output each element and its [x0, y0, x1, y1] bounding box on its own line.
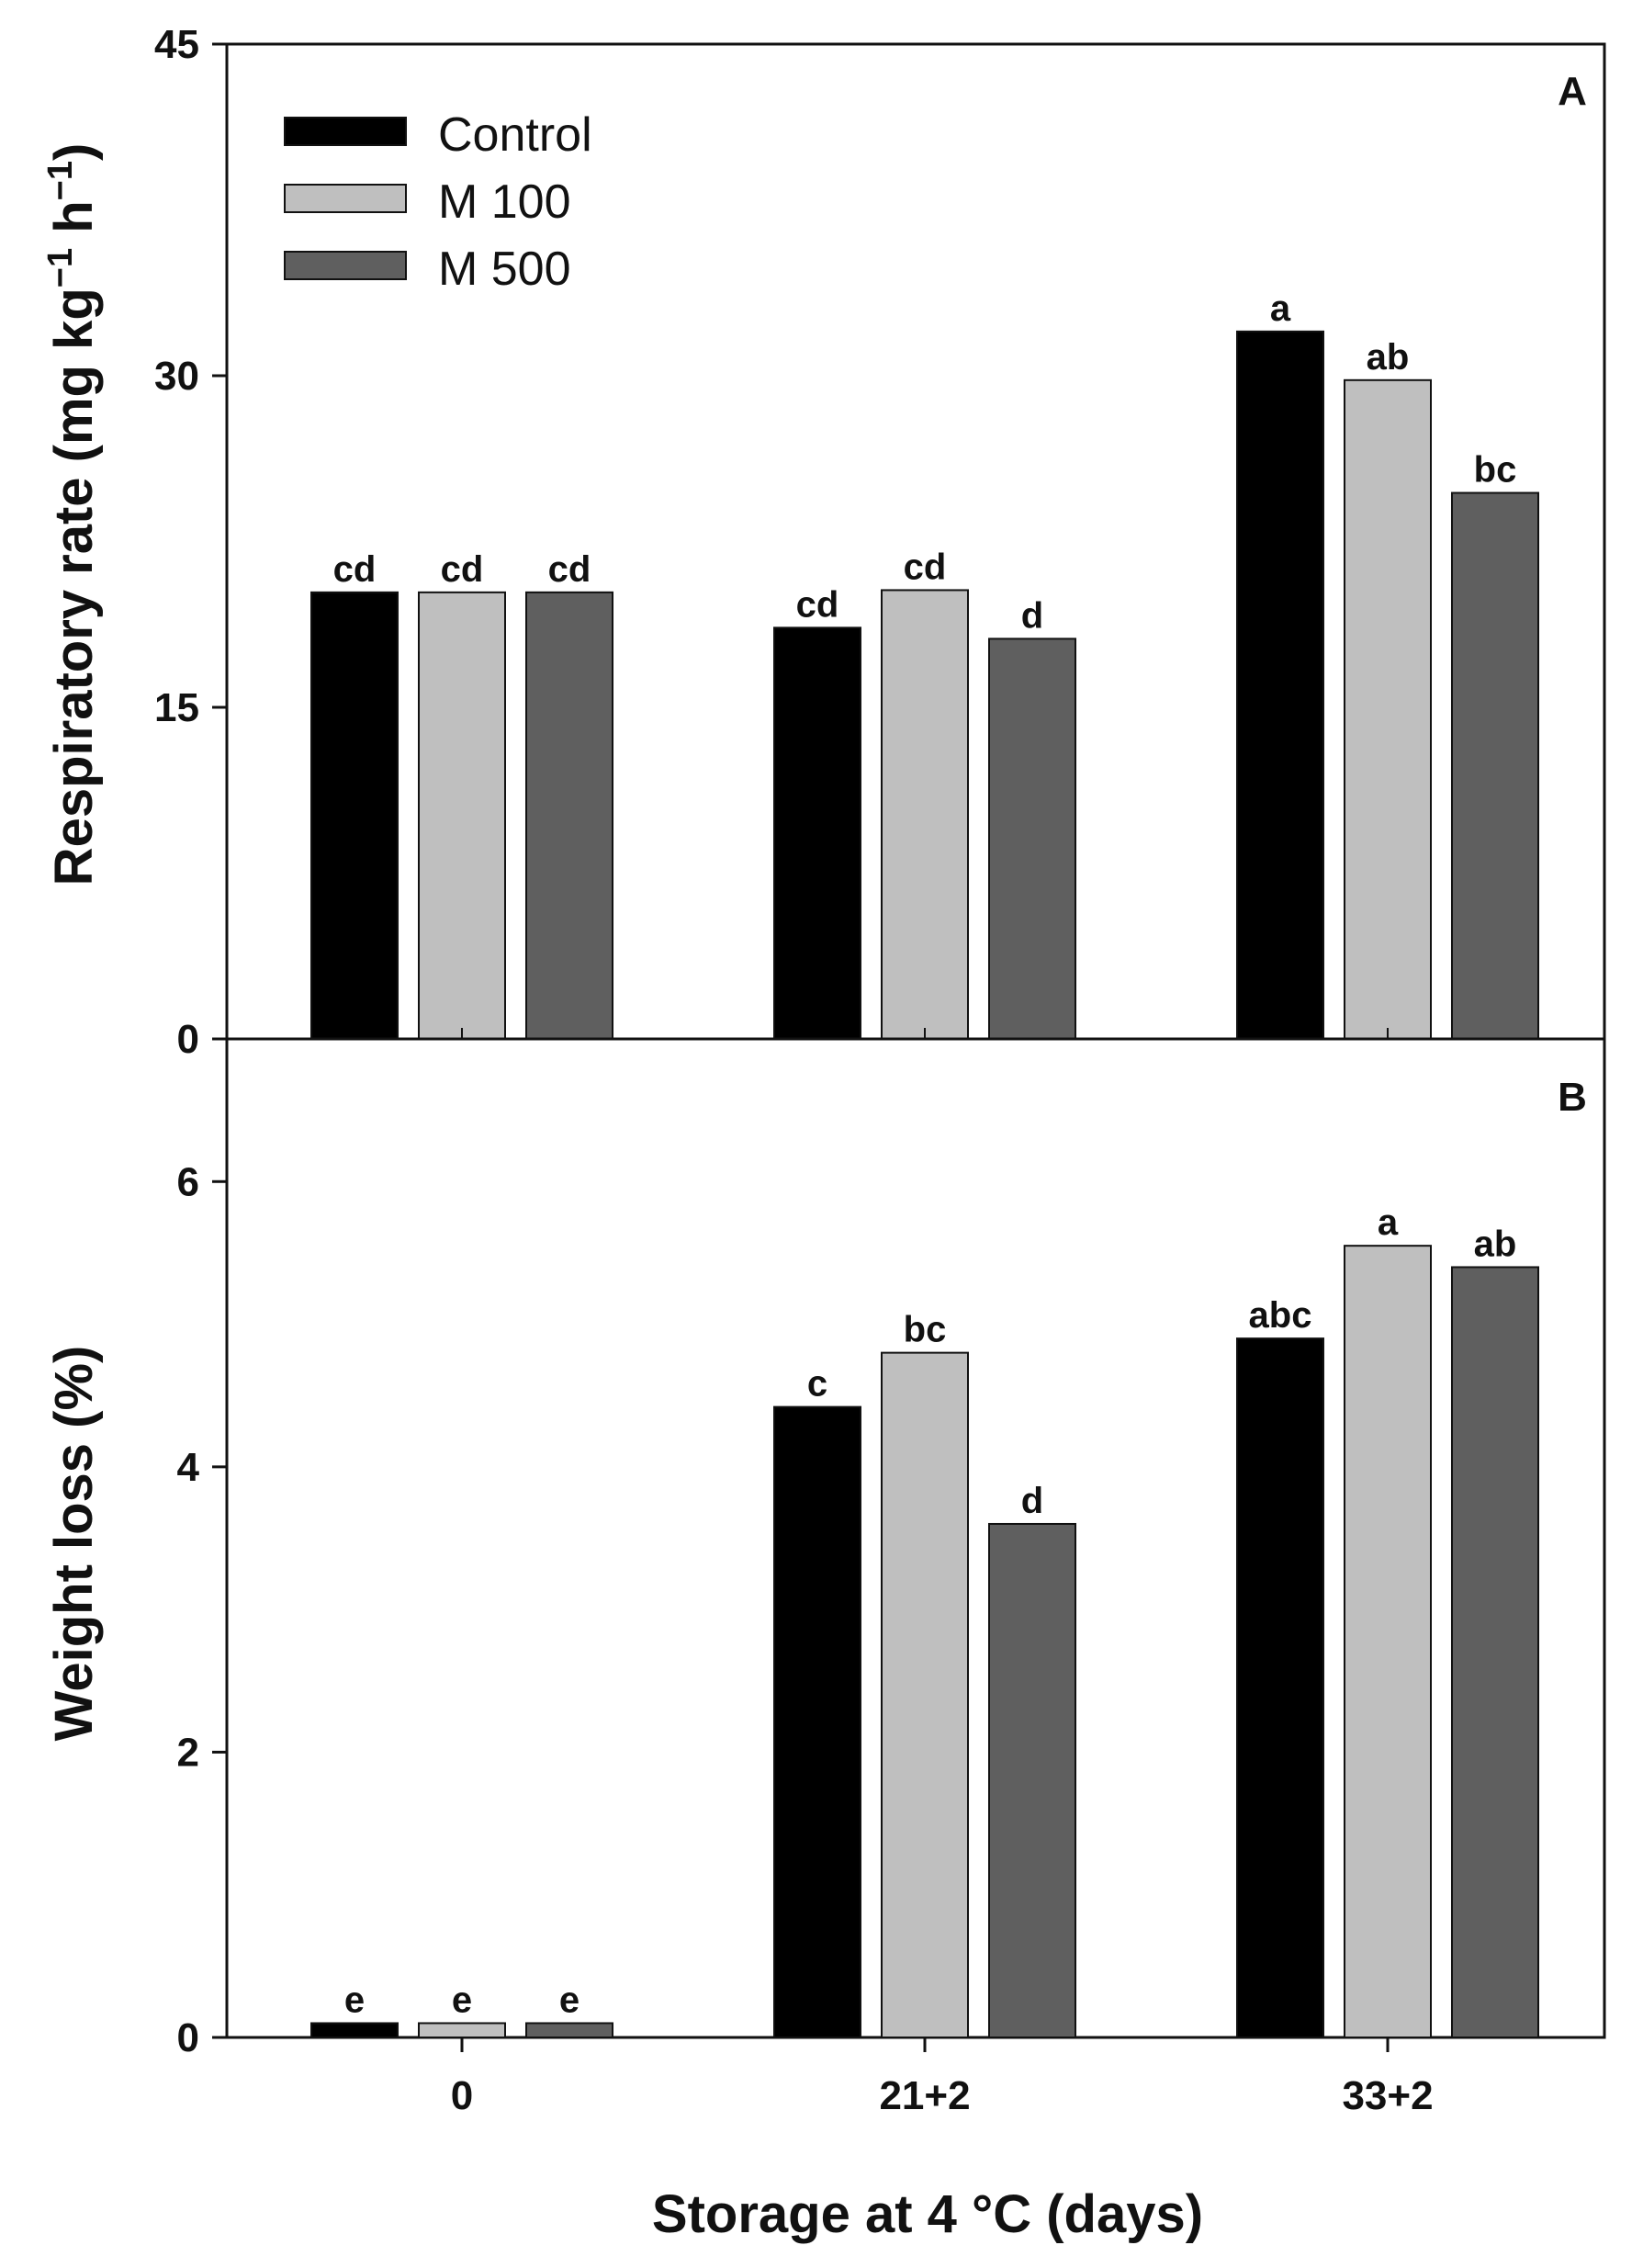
- y-title-mid: h: [44, 200, 104, 248]
- bar-control: [310, 591, 399, 1040]
- x-tick-label: 33+2: [1342, 2073, 1433, 2118]
- bar-control: [773, 626, 861, 1040]
- panel-b-bars: [310, 1245, 1539, 2039]
- panel-b-y-axis-title: Weight loss (%): [44, 1346, 104, 1742]
- bar-m-100: [881, 589, 969, 1040]
- legend-label: M 500: [438, 243, 571, 296]
- significance-label: e: [452, 1980, 472, 2020]
- significance-label: a: [1270, 288, 1291, 329]
- panel-b-y-axis: 0 2 4 6: [177, 1159, 227, 2060]
- legend: Control M 100 M 500: [284, 108, 592, 296]
- significance-label: a: [1378, 1202, 1399, 1243]
- legend-label: M 100: [438, 175, 571, 229]
- bar-m-500: [1451, 1266, 1539, 2038]
- bar-m-100: [1344, 378, 1432, 1040]
- bar-control: [773, 1405, 861, 2038]
- significance-label: cd: [904, 547, 947, 587]
- panel-b: 0 2 4 6 e c abc e bc a e d ab B Weight loss (%): [44, 1037, 1606, 2060]
- y-tick-label: 0: [177, 2015, 199, 2060]
- significance-label: c: [807, 1364, 827, 1405]
- y-title-main: Respiratory rate (mg kg: [44, 288, 104, 886]
- panel-a: 0 15 30 45 cd cd a cd cd ab cd d bc A Control M 100 M…: [41, 22, 1606, 1062]
- y-tick-label: 30: [154, 354, 199, 399]
- bar-m-500: [525, 2022, 613, 2039]
- bar-m-500: [988, 638, 1076, 1040]
- bar-m-100: [881, 1351, 969, 2038]
- panel-a-y-axis: 0 15 30 45: [154, 22, 227, 1062]
- x-axis-title: Storage at 4 °C (days): [652, 2184, 1203, 2244]
- significance-label: cd: [796, 584, 839, 625]
- legend-label: Control: [438, 108, 592, 162]
- significance-label: abc: [1249, 1295, 1312, 1336]
- bar-m-500: [988, 1522, 1076, 2038]
- bar-control: [1236, 1337, 1324, 2038]
- y-tick-label: 4: [177, 1445, 200, 1490]
- y-tick-label: 6: [177, 1159, 199, 1204]
- bar-m-100: [1344, 1245, 1432, 2038]
- panel-b-significance-labels: e c abc e bc a e d ab: [344, 1202, 1516, 2020]
- bar-m-100: [418, 591, 506, 1040]
- legend-swatch: [284, 117, 407, 146]
- significance-label: ab: [1367, 337, 1410, 378]
- y-tick-label: 45: [154, 22, 199, 67]
- y-title-sup1: −1: [41, 248, 80, 288]
- x-tick-label: 0: [451, 2073, 473, 2118]
- significance-label: d: [1021, 1481, 1043, 1521]
- bar-control: [310, 2022, 399, 2039]
- legend-swatch: [284, 251, 407, 280]
- legend-swatch: [284, 184, 407, 213]
- panel-a-significance-labels: cd cd a cd cd ab cd d bc: [333, 288, 1517, 637]
- significance-label: d: [1021, 595, 1043, 636]
- significance-label: e: [559, 1980, 580, 2020]
- significance-label: ab: [1474, 1224, 1517, 1264]
- y-tick-label: 2: [177, 1730, 199, 1775]
- bar-control: [1236, 330, 1324, 1041]
- significance-label: bc: [904, 1310, 947, 1350]
- significance-label: bc: [1474, 450, 1517, 491]
- x-axis: 0 21+2 33+2: [451, 1028, 1434, 2118]
- bar-m-500: [1451, 491, 1539, 1040]
- x-tick-label: 21+2: [879, 2073, 970, 2118]
- significance-label: cd: [548, 549, 591, 590]
- significance-label: cd: [441, 549, 484, 590]
- panel-a-bars: [310, 330, 1539, 1041]
- bar-m-500: [525, 591, 613, 1040]
- y-tick-label: 15: [154, 685, 199, 730]
- panel-a-y-axis-title: Respiratory rate (mg kg−1 h−1): [41, 143, 104, 886]
- significance-label: cd: [333, 549, 377, 590]
- y-title-end: ): [44, 143, 104, 161]
- panel-b-letter: B: [1558, 1075, 1587, 1120]
- panel-a-letter: A: [1558, 69, 1587, 114]
- y-tick-label: 0: [177, 1017, 199, 1062]
- significance-label: e: [344, 1980, 365, 2020]
- y-title-sup2: −1: [41, 161, 80, 200]
- bar-m-100: [418, 2022, 506, 2039]
